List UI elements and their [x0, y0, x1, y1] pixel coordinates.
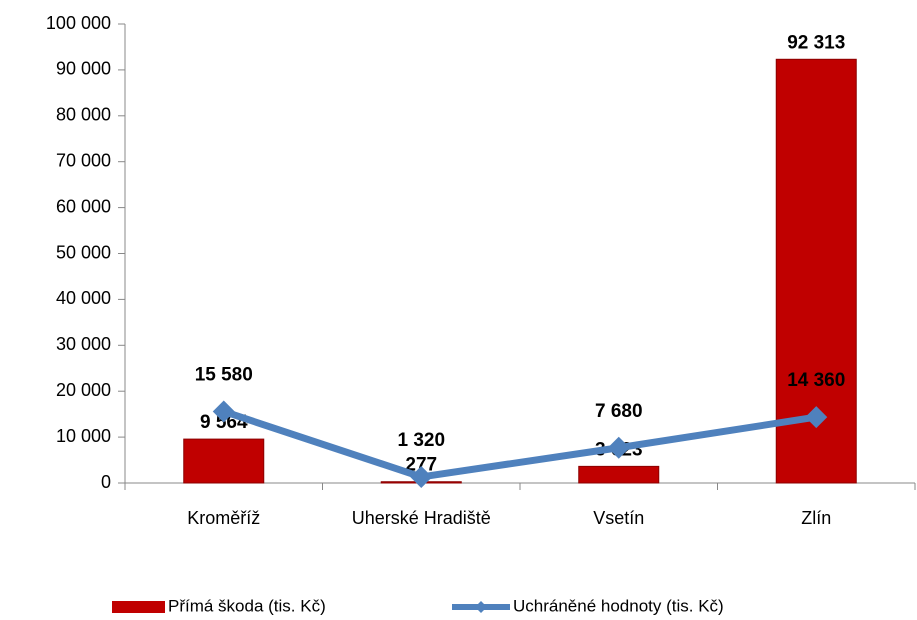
line-marker: [410, 465, 433, 488]
bar-value-label: 277: [405, 455, 437, 476]
line: [222, 408, 817, 481]
y-tick-label: 10 000: [56, 426, 111, 446]
y-tick-label: 0: [101, 472, 111, 492]
x-tick-label: Uherské Hradiště: [352, 508, 491, 528]
bar: [183, 438, 265, 484]
bar: [578, 465, 660, 484]
line-value-label: 7 680: [595, 401, 643, 422]
y-tick-label: 100 000: [46, 13, 111, 33]
line-marker: [212, 400, 235, 423]
legend-label: Uchráněné hodnoty (tis. Kč): [513, 596, 724, 615]
bar-value-label: 92 313: [787, 32, 845, 53]
x-tick-label: Kroměříž: [187, 508, 260, 528]
legend-swatch: [112, 601, 165, 613]
y-tick-label: 40 000: [56, 288, 111, 308]
y-tick-label: 90 000: [56, 59, 111, 79]
line-value-label: 1 320: [397, 430, 445, 451]
line-value-label: 14 360: [787, 370, 845, 391]
y-tick-label: 20 000: [56, 380, 111, 400]
y-tick-label: 70 000: [56, 150, 111, 170]
y-tick-label: 80 000: [56, 105, 111, 125]
y-tick-label: 30 000: [56, 334, 111, 354]
x-tick-label: Zlín: [801, 508, 831, 528]
y-tick-label: 50 000: [56, 242, 111, 262]
legend-label: Přímá škoda (tis. Kč): [168, 596, 326, 615]
line-value-label: 15 580: [195, 365, 253, 386]
x-tick-label: Vsetín: [593, 508, 644, 528]
line-marker: [805, 406, 828, 429]
legend-marker: [475, 601, 487, 613]
line-marker: [607, 436, 630, 459]
y-tick-label: 60 000: [56, 196, 111, 216]
